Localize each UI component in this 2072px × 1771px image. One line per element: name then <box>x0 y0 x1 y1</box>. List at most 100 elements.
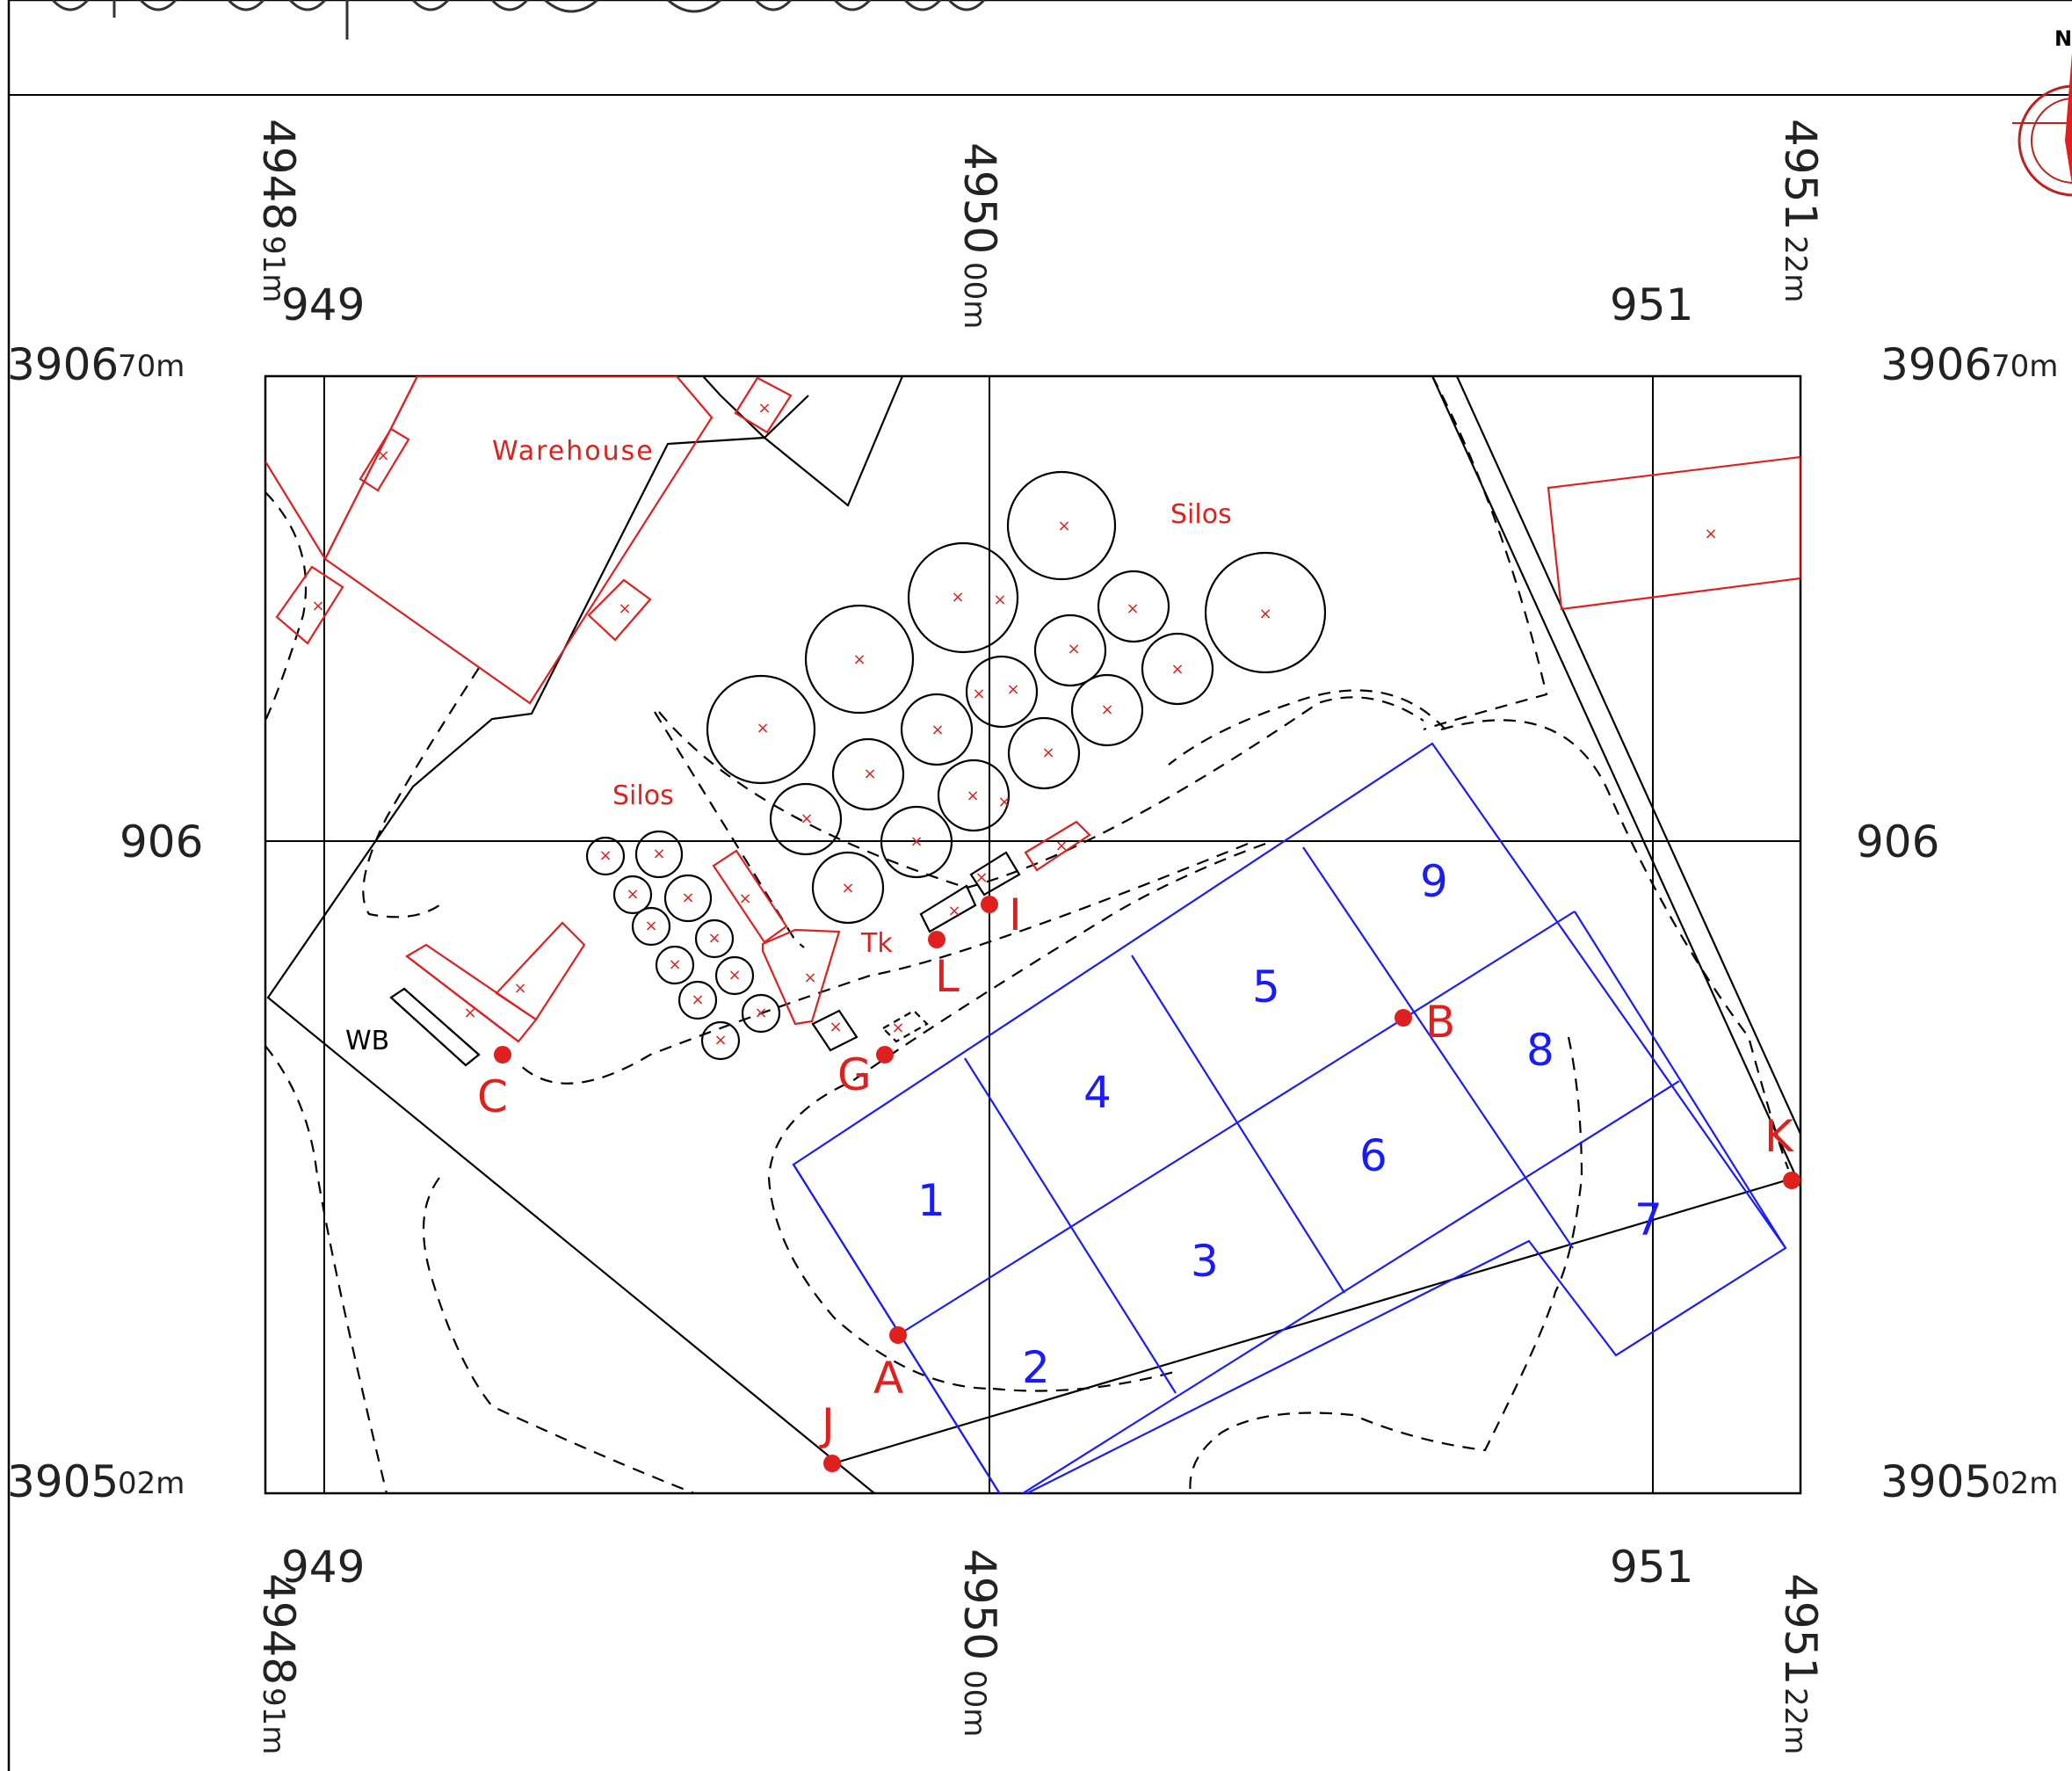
svg-text:×: × <box>909 832 923 851</box>
silos-upper-label: Silos <box>1170 499 1232 530</box>
svg-text:×: × <box>668 955 681 974</box>
svg-text:×: × <box>626 885 639 904</box>
map-border <box>264 374 1802 1495</box>
svg-text:×: × <box>803 969 816 987</box>
bottom-easting-4948-unit: 91m <box>256 1688 291 1754</box>
silos-lower-label: Silos <box>612 780 674 811</box>
tank-buildings <box>712 820 1091 1026</box>
top-easting-4951-unit: 22m <box>1778 236 1813 302</box>
cell-numbers: 1 2 3 4 5 6 7 8 9 <box>917 856 1663 1393</box>
point-k-label: K <box>1764 1111 1794 1162</box>
svg-text:×: × <box>1258 605 1271 623</box>
cell-3: 3 <box>1191 1236 1219 1287</box>
svg-text:×: × <box>376 446 389 465</box>
cell-1: 1 <box>917 1175 945 1226</box>
right-northing-3906: 3906 <box>1880 339 1992 390</box>
bottom-grid-951: 951 <box>1610 1542 1693 1593</box>
north-arrow-icon: N <box>2012 26 2072 197</box>
survey-points: A B C G I J K L <box>477 889 1800 1472</box>
svg-text:×: × <box>757 399 771 417</box>
top-coordinates: 4948 91m 4950 00m 4951 22m 949 951 <box>253 119 1826 330</box>
right-coordinates: 3906 70m 906 3905 02m <box>1856 339 2058 1507</box>
svg-text:×: × <box>993 591 1006 609</box>
right-northing-3905: 3905 <box>1880 1456 1992 1507</box>
top-easting-4948: 4948 <box>253 119 304 230</box>
map-labels: Warehouse Silos Silos Tk WB <box>345 436 1232 1056</box>
svg-text:×: × <box>972 685 985 703</box>
svg-text:×: × <box>728 966 741 984</box>
building-c <box>405 921 586 1043</box>
silos-lower <box>585 830 781 1061</box>
map-features: × × × × × × × × × × × × × × × × × × × × × × × × × × × × × ×… <box>265 376 1800 1493</box>
cell-7: 7 <box>1634 1194 1663 1245</box>
point-a: A <box>873 1326 907 1404</box>
grid-lines <box>265 376 1800 1493</box>
top-easting-4950: 4950 <box>954 142 1005 254</box>
map-frame <box>7 0 2072 1771</box>
svg-text:×: × <box>931 721 944 739</box>
cell-4: 4 <box>1083 1067 1112 1118</box>
svg-text:×: × <box>997 793 1011 811</box>
point-j: J <box>819 1399 841 1472</box>
svg-text:×: × <box>974 868 988 887</box>
right-grid-906: 906 <box>1856 817 1939 867</box>
point-i: I <box>981 889 1022 940</box>
survey-markers: × × × × × × × × × × × × × × × × × × × × × × × × × × × × × ×… <box>311 399 1717 1049</box>
svg-text:×: × <box>1057 517 1070 535</box>
svg-text:×: × <box>714 1031 727 1049</box>
svg-text:×: × <box>1170 660 1184 679</box>
point-g-label: G <box>837 1049 872 1100</box>
left-northing-3906: 3906 <box>7 339 119 390</box>
svg-text:×: × <box>463 1004 476 1022</box>
svg-text:×: × <box>852 650 866 669</box>
top-grid-951: 951 <box>1610 279 1693 330</box>
tk-label: Tk <box>860 928 893 959</box>
point-a-label: A <box>873 1353 903 1404</box>
survey-grid <box>792 742 1787 1493</box>
clipped-title-strokes <box>51 0 986 40</box>
svg-text:×: × <box>947 902 960 920</box>
point-c-label: C <box>477 1071 508 1122</box>
left-grid-906: 906 <box>120 817 203 867</box>
svg-text:×: × <box>1067 640 1080 658</box>
svg-text:×: × <box>1704 525 1717 543</box>
svg-text:×: × <box>829 1018 842 1036</box>
point-b: B <box>1395 997 1455 1048</box>
svg-text:×: × <box>513 979 526 998</box>
svg-text:×: × <box>1054 837 1068 855</box>
wb-label: WB <box>345 1026 389 1056</box>
svg-text:×: × <box>966 787 979 805</box>
bottom-easting-4950: 4950 <box>954 1549 1005 1660</box>
svg-text:×: × <box>863 765 876 783</box>
warehouse-building <box>265 376 793 705</box>
point-k: K <box>1764 1111 1800 1189</box>
svg-text:×: × <box>652 845 665 863</box>
dashed-boundaries <box>265 376 1790 1493</box>
svg-text:×: × <box>951 588 964 606</box>
svg-text:×: × <box>800 809 813 828</box>
bottom-grid-949: 949 <box>281 1542 365 1593</box>
point-c: C <box>477 1046 511 1122</box>
svg-text:×: × <box>644 917 657 935</box>
left-northing-3906-unit: 70m <box>118 349 185 384</box>
svg-text:×: × <box>754 1004 767 1022</box>
svg-text:×: × <box>1100 700 1113 719</box>
svg-text:×: × <box>681 889 694 907</box>
svg-text:×: × <box>738 889 751 908</box>
cell-9: 9 <box>1420 856 1448 907</box>
svg-text:×: × <box>891 1019 904 1037</box>
point-i-label: I <box>1009 889 1022 940</box>
top-grid-949: 949 <box>281 279 365 330</box>
svg-text:×: × <box>691 991 704 1009</box>
building-northeast <box>1547 455 1800 611</box>
bottom-easting-4951: 4951 <box>1775 1573 1826 1685</box>
silos-upper <box>706 470 1327 925</box>
point-g: G <box>837 1046 894 1100</box>
point-l: L <box>928 931 960 1002</box>
right-northing-3905-unit: 02m <box>1991 1466 2058 1501</box>
top-easting-4948-unit: 91m <box>256 236 291 302</box>
svg-text:×: × <box>1006 680 1019 699</box>
top-easting-4951: 4951 <box>1775 119 1826 230</box>
svg-text:×: × <box>618 599 631 618</box>
